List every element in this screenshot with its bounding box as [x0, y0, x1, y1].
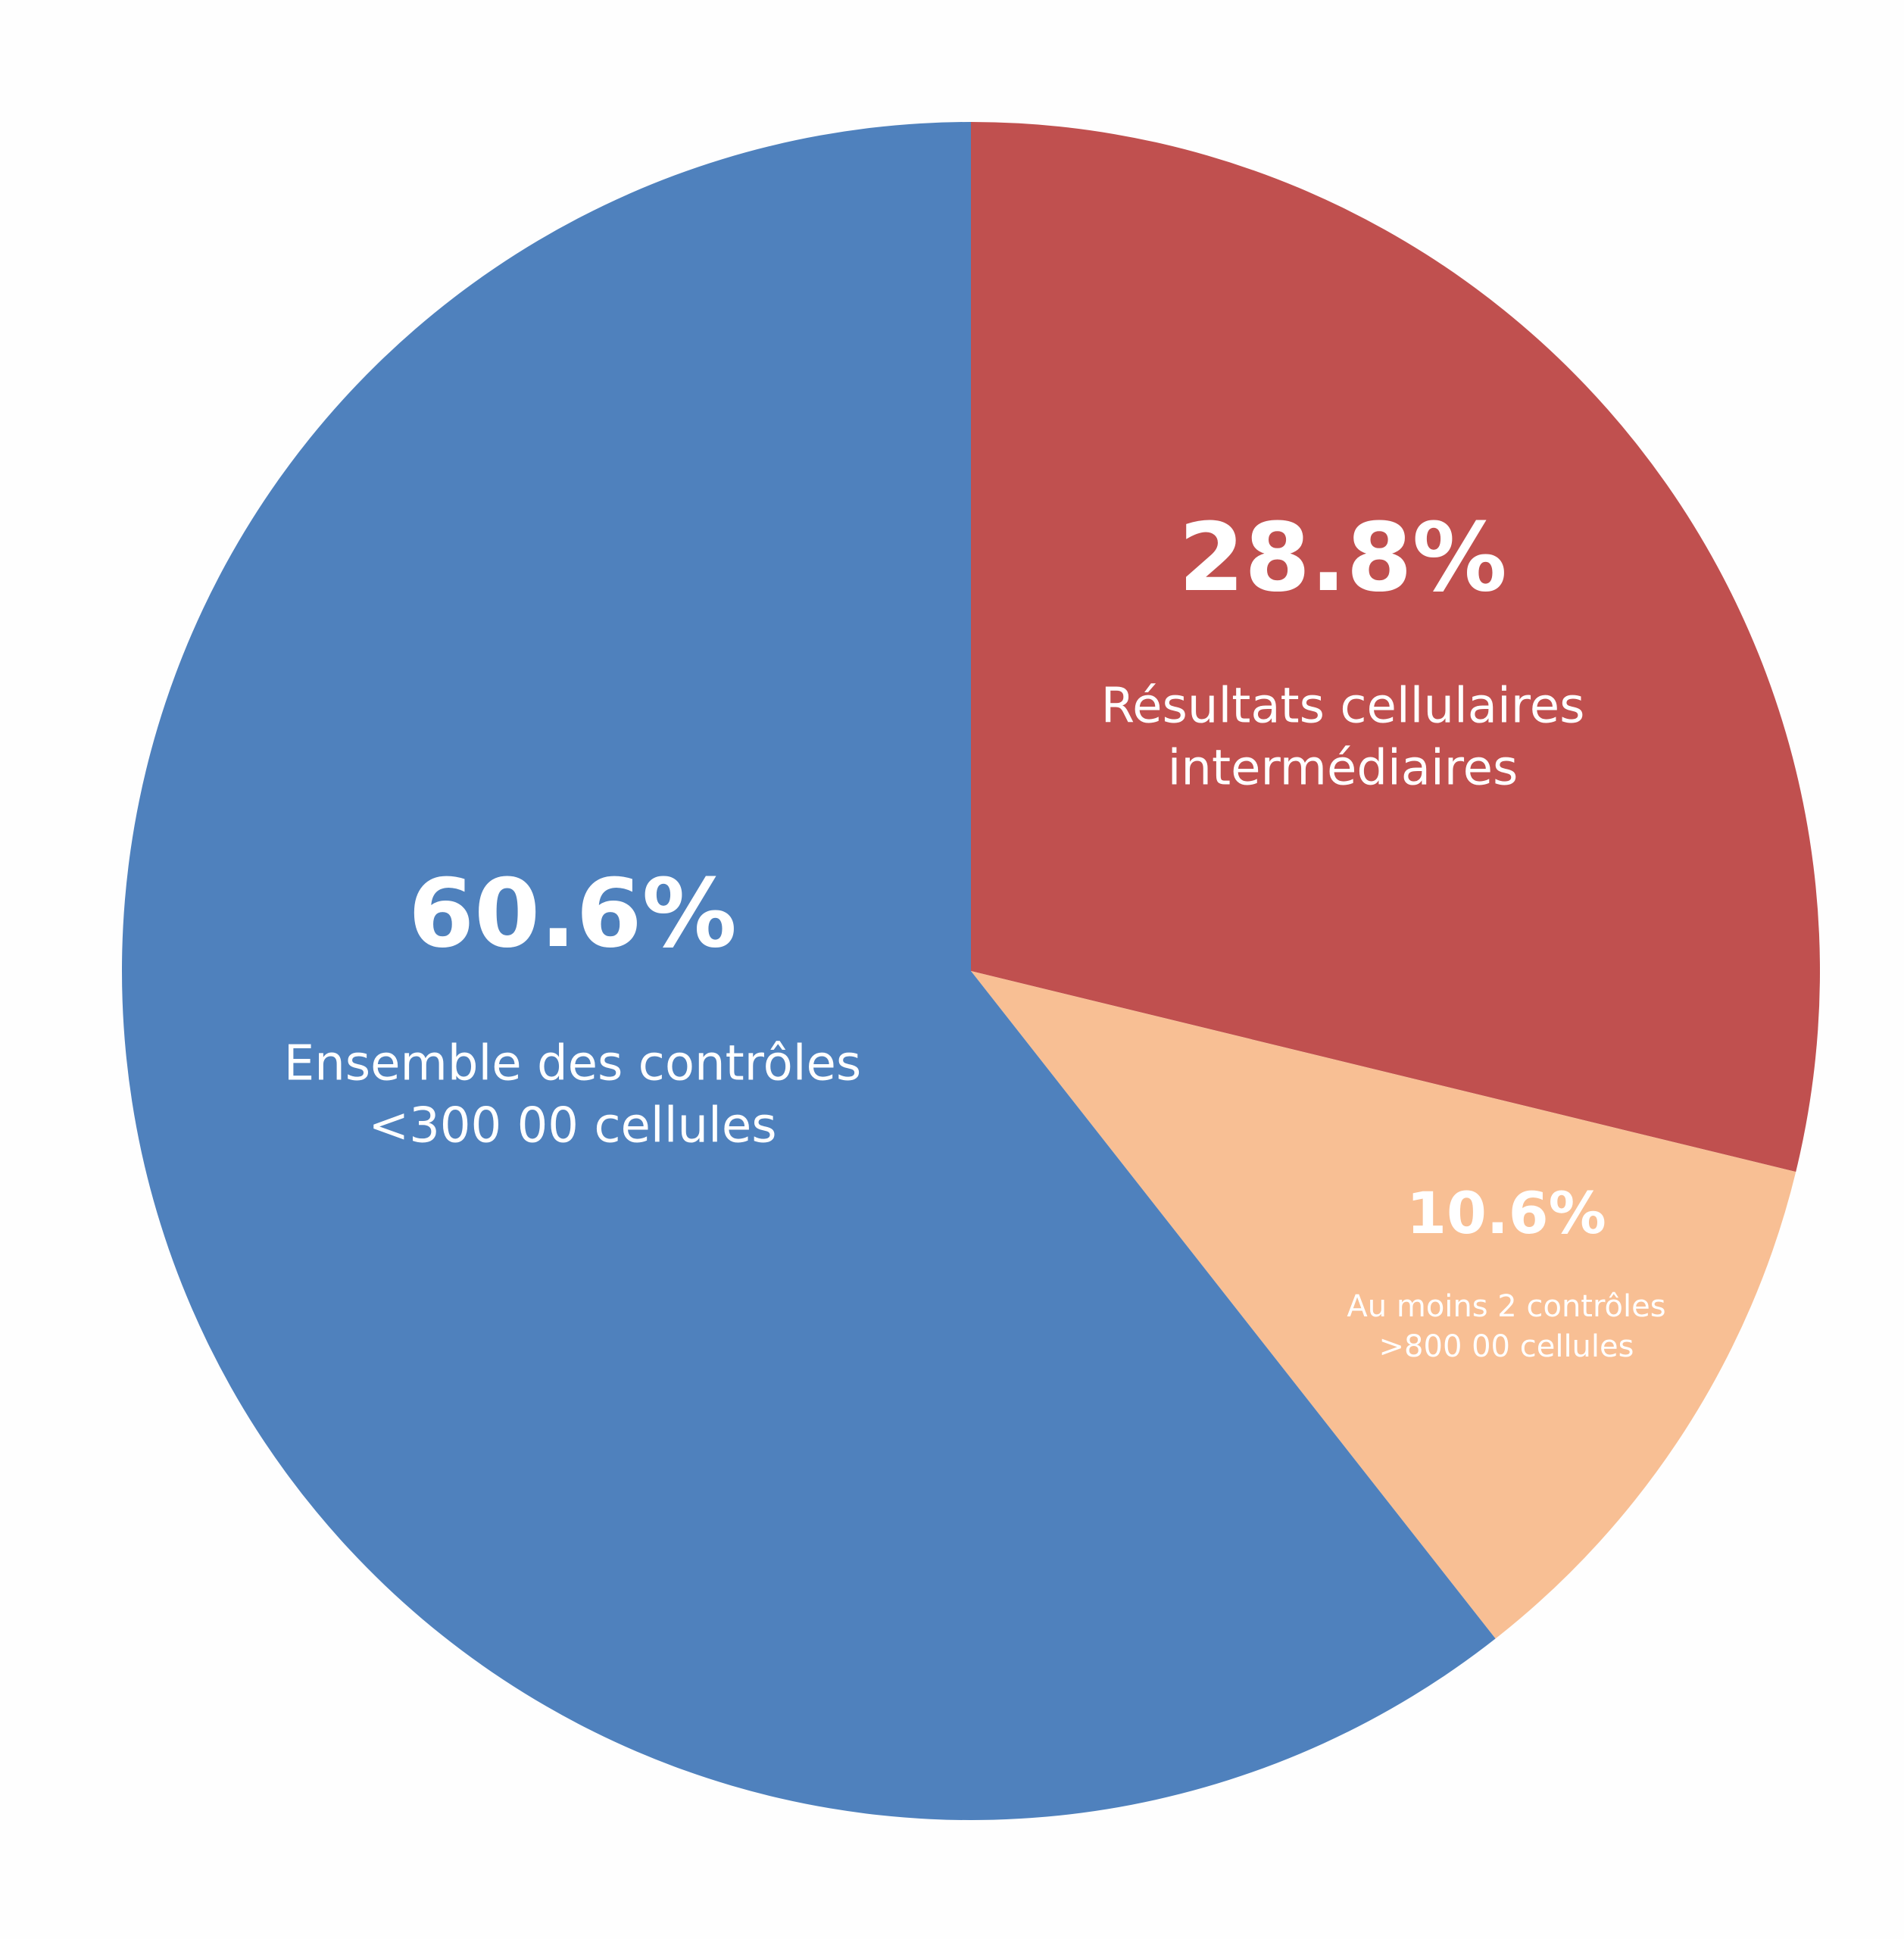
slice-label: >800 00 cellules — [1379, 1329, 1634, 1364]
slice-label: Au moins 2 contrôles — [1347, 1289, 1665, 1324]
slice-label: Résultats cellulaires — [1101, 679, 1585, 735]
slice-label: Ensemble des contrôles — [284, 1036, 861, 1092]
pie-slice — [971, 122, 1820, 1172]
pie-slice — [971, 971, 1796, 1639]
slice-label: <300 00 cellules — [368, 1098, 776, 1154]
value-label: 28.8% — [1178, 503, 1507, 613]
value-label: 10.6% — [1406, 1179, 1606, 1247]
pie-slice — [121, 122, 1496, 1820]
value-label: 60.6% — [408, 859, 737, 969]
slice-label: intermédiaires — [1168, 741, 1519, 797]
